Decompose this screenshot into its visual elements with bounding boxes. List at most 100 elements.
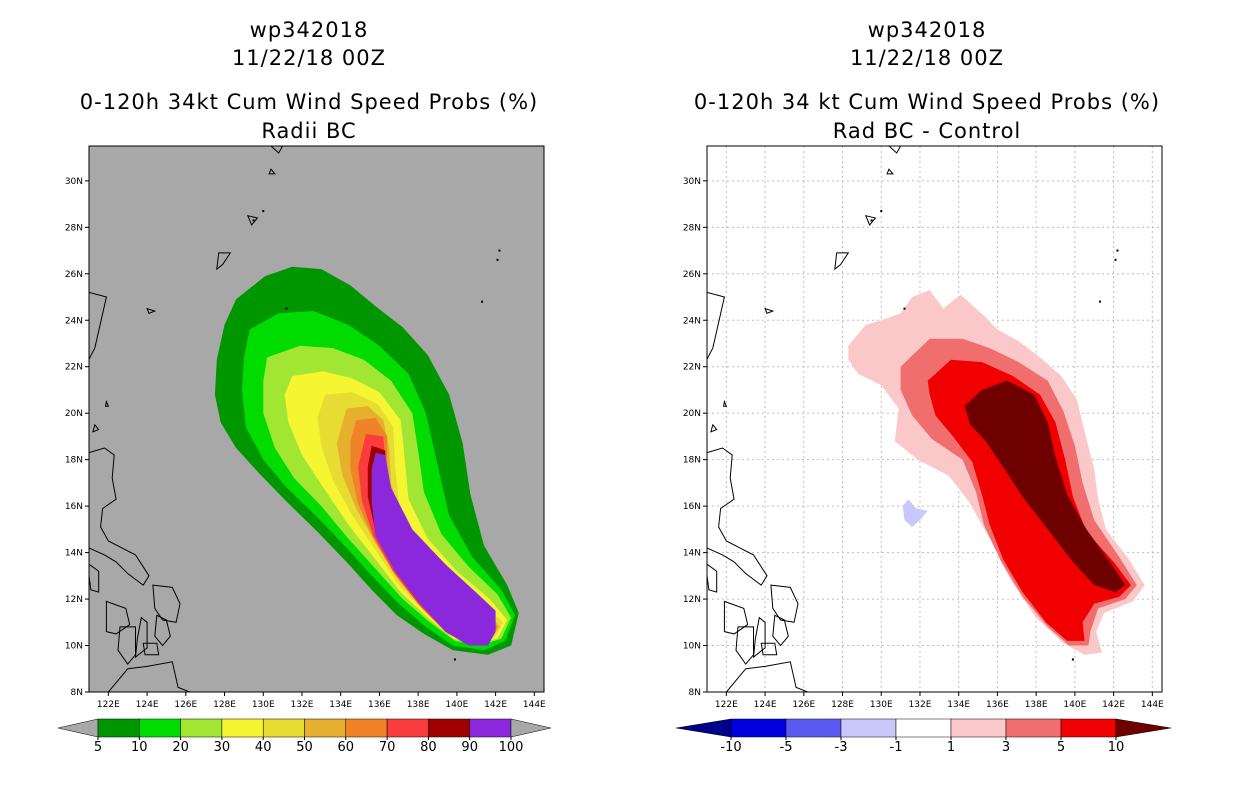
- coastline-negros: [117, 626, 136, 665]
- x-tick-label: 138E: [1025, 700, 1048, 710]
- x-tick-label: 130E: [870, 700, 893, 710]
- colorbar-swatch: [950, 718, 1007, 738]
- x-tick-label: 140E: [445, 700, 468, 710]
- plot-frame: [88, 145, 545, 693]
- coastline-leyte: [772, 614, 789, 647]
- y-tick-label: 8N: [689, 688, 701, 698]
- coastline-negros: [735, 626, 754, 665]
- coastline-leyte: [154, 614, 171, 647]
- island-dot: [1114, 258, 1117, 261]
- x-tick-label: 136E: [986, 700, 1009, 710]
- coastline-panay: [723, 600, 749, 635]
- x-tick-label: 138E: [407, 700, 430, 710]
- right-chart-subtitle: Rad BC - Control: [832, 119, 1022, 143]
- coastline-samar: [152, 584, 181, 623]
- coastline-cebu: [134, 616, 148, 659]
- contour-band-10: [964, 380, 1126, 593]
- contour-layer: [89, 146, 519, 692]
- island-dot: [453, 658, 456, 661]
- coastline-ryukyu_amami: [246, 214, 259, 226]
- x-tick-label: 140E: [1063, 700, 1086, 710]
- left-storm-id: wp342018: [249, 18, 369, 42]
- x-tick-label: 122E: [715, 700, 738, 710]
- right-panel: wp342018 11/22/18 00Z 0-120h 34 kt Cum W…: [618, 0, 1236, 800]
- coastline-ryukyu_amami: [864, 214, 877, 226]
- colorbar-label: 50: [296, 740, 313, 755]
- y-tick-label: 10N: [683, 642, 701, 652]
- contour-band-negative: [902, 499, 928, 527]
- y-tick-label: 28N: [683, 223, 701, 233]
- colorbar-label: 5: [1057, 740, 1065, 755]
- y-tick-label: 20N: [65, 409, 83, 419]
- colorbar-swatch: [1060, 718, 1117, 738]
- coastline-taiwan: [707, 291, 725, 361]
- colorbar-label: 5: [94, 740, 102, 755]
- coastline-kyushu_south: [888, 146, 902, 154]
- x-tick-label: 126E: [792, 700, 815, 710]
- coastline-mindanao_n: [725, 661, 808, 692]
- island-dot: [262, 210, 265, 213]
- left-chart-subtitle: Radii BC: [261, 119, 357, 143]
- colorbar-swatch: [785, 718, 842, 738]
- colorbar-label: 70: [379, 740, 396, 755]
- island-dot: [252, 219, 255, 222]
- coastline-bohol: [760, 642, 778, 656]
- colorbar-swatch: [840, 718, 897, 738]
- coastline-batan: [722, 399, 728, 407]
- x-tick-label: 132E: [909, 700, 932, 710]
- coastline-babuyan: [710, 423, 718, 433]
- coastline-luzon: [707, 447, 768, 586]
- x-tick-label: 144E: [1141, 700, 1164, 710]
- island-dot: [285, 307, 288, 310]
- coastline-ryukyu_okinawa: [216, 252, 232, 271]
- x-tick-label: 144E: [523, 700, 546, 710]
- coastline-cebu: [752, 616, 766, 659]
- coastline-yakushima: [886, 168, 894, 175]
- x-tick-label: 128E: [213, 700, 236, 710]
- right-chart-title: 0-120h 34 kt Cum Wind Speed Probs (%): [693, 90, 1161, 114]
- colorbar-label: 60: [338, 740, 355, 755]
- left-colorbar: 5 10 20 30 40 50 60 70 80 90 100: [57, 718, 552, 755]
- x-tick-label: 142E: [484, 700, 507, 710]
- y-tick-label: 14N: [683, 549, 701, 559]
- coastline-panay: [105, 600, 131, 635]
- island-dot: [903, 307, 906, 310]
- colorbar-under-arrow: [57, 718, 99, 738]
- colorbar-swatch: [345, 718, 388, 738]
- coastline-mindoro: [89, 563, 100, 593]
- x-tick-label: 124E: [754, 700, 777, 710]
- colorbar-swatch: [428, 718, 470, 738]
- coastline-babuyan: [92, 423, 100, 433]
- colorbar-swatch: [97, 718, 140, 738]
- colorbar-swatch: [895, 718, 952, 738]
- y-tick-label: 24N: [65, 316, 83, 326]
- colorbar-swatch: [469, 718, 512, 738]
- colorbar-swatch: [386, 718, 429, 738]
- colorbar-swatch: [730, 718, 787, 738]
- x-tick-label: 134E: [329, 700, 352, 710]
- x-tick-label: 128E: [831, 700, 854, 710]
- contour-band-90: [371, 452, 496, 646]
- right-storm-id: wp342018: [867, 18, 987, 42]
- y-tick-label: 18N: [683, 456, 701, 466]
- coastline-mindoro: [707, 563, 718, 593]
- coastline-ryukyu_okinawa: [834, 252, 850, 271]
- colorbar-label: -1: [890, 740, 903, 755]
- coastline-bohol: [142, 642, 160, 656]
- right-difference-map: 122E 124E 126E 128E 130E 132E 134E 136E 138E 140E…: [683, 145, 1164, 710]
- colorbar-swatch: [139, 718, 181, 738]
- coastline-batan: [104, 399, 110, 407]
- colorbar-label: 20: [172, 740, 189, 755]
- plot-frame: [706, 145, 1163, 693]
- coastline-yakushima: [268, 168, 276, 175]
- y-tick-label: 30N: [65, 177, 83, 187]
- island-dot: [870, 219, 873, 222]
- colorbar-label: 100: [499, 740, 524, 755]
- y-tick-label: 12N: [65, 595, 83, 605]
- x-tick-label: 122E: [97, 700, 120, 710]
- y-tick-label: 28N: [65, 223, 83, 233]
- y-tick-label: 18N: [65, 456, 83, 466]
- colorbar-label: 90: [461, 740, 478, 755]
- colorbar-swatch: [304, 718, 347, 738]
- x-tick-label: 134E: [947, 700, 970, 710]
